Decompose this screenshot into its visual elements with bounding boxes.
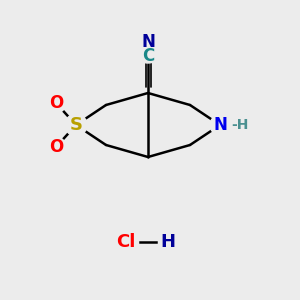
Circle shape	[46, 137, 66, 157]
Text: N: N	[141, 33, 155, 51]
Circle shape	[65, 114, 87, 136]
Circle shape	[134, 35, 162, 63]
Text: Cl: Cl	[116, 233, 136, 251]
Circle shape	[46, 93, 66, 113]
Text: S: S	[70, 116, 83, 134]
Text: H: H	[160, 233, 175, 251]
Text: N: N	[213, 116, 227, 134]
Circle shape	[210, 115, 230, 135]
Text: O: O	[49, 138, 63, 156]
Text: O: O	[49, 94, 63, 112]
Text: C: C	[142, 47, 154, 65]
Text: -H: -H	[231, 118, 248, 132]
